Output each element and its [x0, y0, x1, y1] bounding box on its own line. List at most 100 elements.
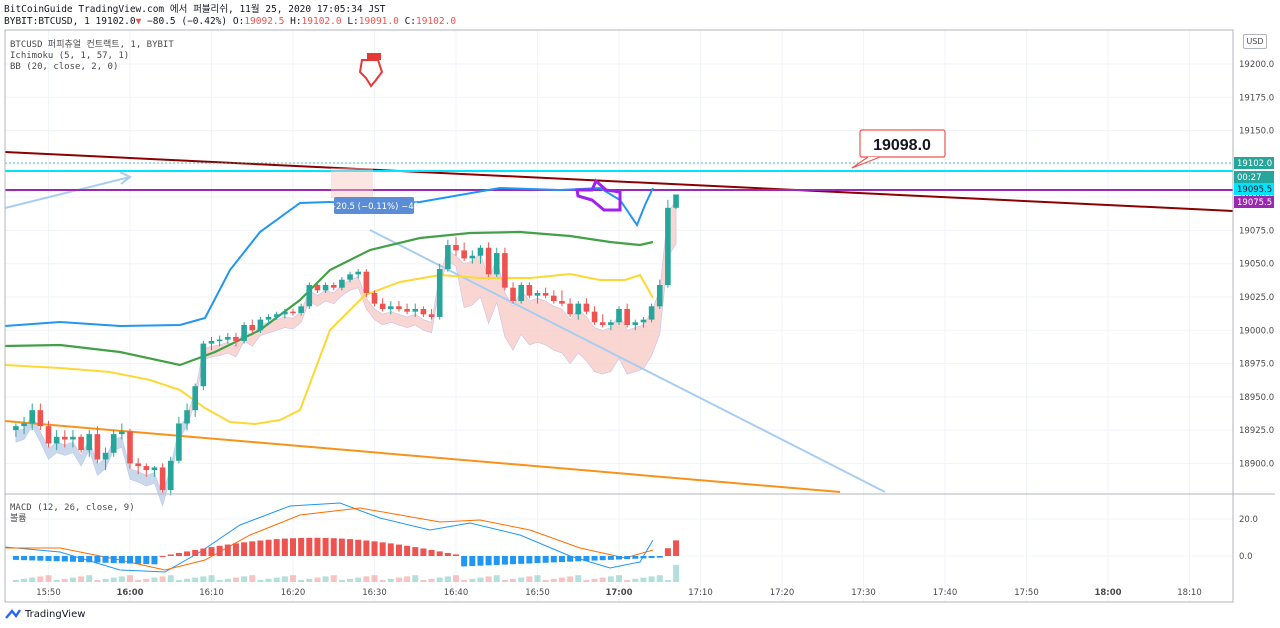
candle-body	[673, 194, 679, 208]
volume-bar	[167, 575, 174, 582]
macd-histogram-bar	[469, 556, 476, 567]
candle-body	[445, 245, 451, 270]
candle-body	[102, 452, 109, 460]
candle-body	[151, 467, 158, 471]
currency-badge[interactable]: USD	[1243, 34, 1267, 49]
volume-bar	[550, 578, 557, 582]
c-value: 19102.0	[416, 16, 457, 27]
candle-body	[656, 285, 663, 307]
macd-histogram-bar	[338, 538, 345, 556]
price-tick-label: 19200.0	[1239, 60, 1274, 70]
brand-label: TradingView	[25, 608, 86, 620]
time-tick-label: 17:50	[1014, 588, 1039, 598]
price-tick-label: 19175.0	[1239, 93, 1274, 103]
volume-bar	[558, 577, 565, 582]
candle-body	[70, 436, 76, 440]
legend-macd[interactable]: MACD (12, 26, close, 9)	[10, 503, 135, 513]
macd-histogram-bar	[159, 556, 166, 557]
macd-histogram-bar	[216, 545, 223, 556]
volume-bar	[151, 577, 158, 582]
candle-body	[567, 303, 573, 315]
macd-histogram-bar	[404, 545, 411, 556]
volume-bar	[461, 580, 468, 582]
volume-bar	[110, 577, 117, 582]
macd-histogram-bar	[306, 537, 313, 556]
candle-body	[616, 308, 622, 323]
macd-histogram-bar	[298, 537, 305, 556]
macd-histogram-bar	[518, 556, 525, 564]
macd-histogram-bar	[208, 547, 215, 556]
volume-bar	[249, 575, 256, 582]
volume-bar	[330, 575, 337, 582]
purple-hand-icon	[575, 178, 622, 212]
candle-body	[632, 322, 639, 325]
volume-bar	[542, 580, 549, 582]
volume-bar	[338, 580, 345, 582]
o-value: 19092.5	[244, 16, 285, 27]
legend-bb[interactable]: BB (20, close, 2, 0)	[10, 62, 119, 72]
macd-histogram-bar	[510, 556, 517, 565]
candle-body	[143, 466, 150, 471]
macd-histogram-bar	[436, 551, 443, 556]
macd-legend[interactable]: MACD (12, 26, close, 9) 볼륨	[10, 503, 135, 525]
macd-histogram-bar	[591, 556, 598, 561]
candle-body	[436, 269, 443, 317]
candle-body	[534, 293, 541, 296]
trendline-orange	[4, 420, 841, 493]
publish-text: BitCoinGuide TradingView.com 에서 퍼블리쉬, 11…	[4, 4, 386, 15]
volume-bar	[599, 577, 606, 582]
candle-body	[412, 308, 419, 312]
legend-symbol[interactable]: BTCUSD 퍼피츄얼 컨트랙트, 1, BYBIT	[10, 40, 174, 50]
candle-body	[78, 436, 84, 451]
volume-bar	[453, 575, 459, 582]
time-tick-label: 16:20	[281, 588, 306, 598]
macd-histogram-bar	[118, 556, 125, 564]
candle-body	[62, 436, 68, 440]
candle-body	[551, 295, 557, 301]
candle-body	[583, 303, 590, 312]
o-label: O:	[232, 16, 245, 27]
price-tick-label: 19050.0	[1239, 260, 1274, 270]
macd-histogram-bar	[387, 543, 394, 556]
kijun-line	[4, 230, 654, 367]
volume-bar	[322, 576, 329, 582]
macd-histogram-bar	[241, 542, 248, 556]
candle-body	[363, 271, 370, 294]
tradingview-brand[interactable]: TradingView	[4, 608, 85, 620]
macd-histogram-bar	[607, 556, 614, 560]
volume-bar	[175, 580, 182, 582]
drawing-overlays	[4, 151, 1234, 493]
measure-label-text: −20.5 (−0.11%) −41	[329, 202, 419, 212]
macd-histogram-bar	[94, 556, 101, 563]
macd-histogram-bar	[428, 549, 435, 556]
arrow-left-head	[119, 171, 132, 185]
candle-body	[640, 319, 647, 323]
volume-bar	[69, 577, 76, 582]
candle-body	[216, 339, 223, 342]
macd-histogram-bar	[273, 539, 280, 556]
macd-histogram-bar	[175, 552, 182, 556]
legend-ichimoku[interactable]: Ichimoku (5, 1, 57, 1)	[10, 51, 130, 61]
macd-histogram-bar	[167, 554, 174, 556]
volume-bar	[436, 577, 443, 582]
legend-volume[interactable]: 볼륨	[10, 514, 27, 524]
volume-bar	[306, 578, 313, 582]
macd-histogram-bar	[648, 556, 655, 559]
volume-bar	[347, 578, 354, 582]
candle-body	[53, 436, 60, 444]
main-legend[interactable]: BTCUSD 퍼피츄얼 컨트랙트, 1, BYBIT Ichimoku (5, …	[10, 40, 174, 73]
volume-bar	[257, 580, 264, 582]
candle-body	[648, 306, 655, 320]
volume-bar	[143, 578, 150, 582]
volume-bar	[526, 576, 533, 582]
volume-bar	[135, 580, 142, 582]
volume-bar	[518, 577, 525, 582]
candle-body	[371, 293, 378, 304]
callout-text: 19098.0	[873, 137, 931, 154]
price-label: 00:27	[1237, 173, 1262, 183]
candle-body	[94, 434, 101, 460]
volume-bar	[21, 578, 28, 582]
pointing-hand-cuff-icon	[367, 53, 381, 60]
price-label: 19075.5	[1237, 198, 1272, 208]
